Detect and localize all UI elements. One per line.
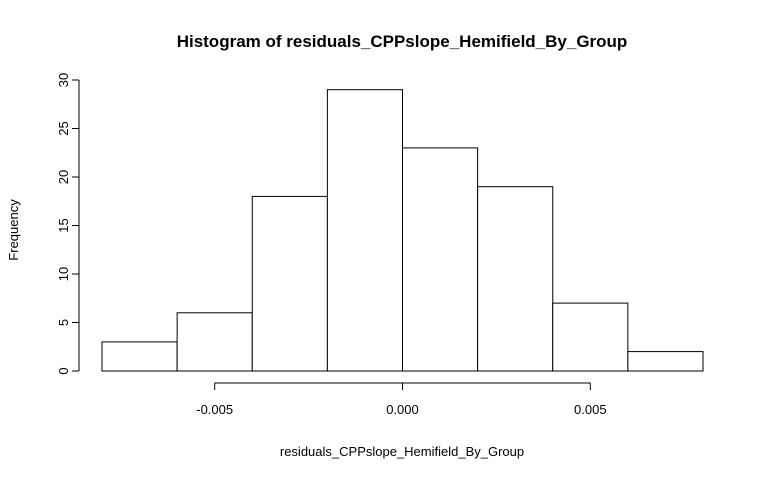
y-axis-label: Frequency <box>6 199 21 261</box>
histogram-bar <box>402 147 479 372</box>
histogram-bar <box>326 89 403 372</box>
histogram-bar <box>101 341 178 372</box>
y-tick-label: 15 <box>56 218 71 232</box>
x-tick-label: 0.005 <box>574 402 607 417</box>
chart-title: Histogram of residuals_CPPslope_Hemifiel… <box>177 32 628 51</box>
y-tick-label: 25 <box>56 121 71 135</box>
y-axis: 0 5 10 15 20 25 30 <box>56 73 80 375</box>
y-tick-label: 20 <box>56 170 71 184</box>
bars-group <box>101 89 704 372</box>
x-tick-label: 0.000 <box>386 402 419 417</box>
y-tick-label: 30 <box>56 73 71 87</box>
y-tick-label: 0 <box>56 367 71 374</box>
y-tick-label: 10 <box>56 267 71 281</box>
x-axis-label: residuals_CPPslope_Hemifield_By_Group <box>280 444 524 459</box>
histogram-bar <box>251 195 328 372</box>
histogram-bar <box>477 186 554 372</box>
histogram-bar <box>627 351 704 372</box>
x-axis: -0.005 0.000 0.005 <box>196 382 607 417</box>
histogram-bar <box>552 302 629 372</box>
histogram-bar <box>176 312 253 372</box>
y-tick-label: 5 <box>56 319 71 326</box>
x-tick-label: -0.005 <box>196 402 233 417</box>
